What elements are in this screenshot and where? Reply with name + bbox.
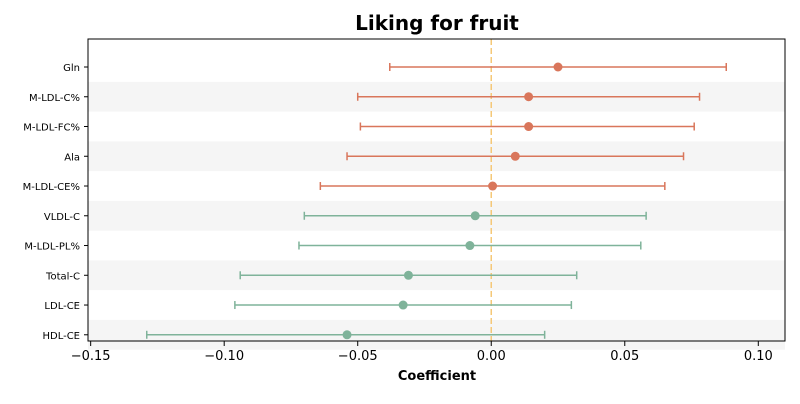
row-hdl-ce <box>146 330 546 340</box>
row-ldl-ce <box>234 300 573 310</box>
y-tick-label: M-LDL-CE% <box>23 182 80 193</box>
row-m-ldl-ce- <box>319 181 666 191</box>
y-tick-label: Gln <box>63 63 80 74</box>
coefficient-point <box>470 211 480 221</box>
coefficient-point <box>398 300 408 310</box>
y-tick-label: M-LDL-FC% <box>23 123 80 134</box>
row-m-ldl-pl- <box>298 241 642 251</box>
y-tick-label: VLDL-C <box>44 212 80 223</box>
row-total-c <box>239 270 578 280</box>
data-marks <box>146 62 727 340</box>
coefficient-point <box>342 330 352 340</box>
x-tick-label: −0.15 <box>71 349 111 364</box>
y-tick-label: HDL-CE <box>42 331 80 342</box>
x-tick-label: 0.00 <box>477 349 506 364</box>
plot-frame <box>87 38 786 342</box>
coefficient-point <box>488 181 498 191</box>
y-tick-label: M-LDL-C% <box>29 93 80 104</box>
chart-title: Liking for fruit <box>355 11 519 35</box>
coefficient-point <box>553 62 563 72</box>
coefficient-point <box>524 92 534 102</box>
y-axis: Gln M-LDL-C% M-LDL-FC% Ala M-LDL-CE% VLDL-C M-… <box>23 63 88 342</box>
y-tick-label: Total-C <box>45 271 80 282</box>
row-m-ldl-c- <box>356 92 701 102</box>
y-tick-label: M-LDL-PL% <box>24 242 80 253</box>
x-tick-label: −0.10 <box>204 349 244 364</box>
y-tick-label: Ala <box>64 152 80 163</box>
y-tick-label: LDL-CE <box>44 301 80 312</box>
row-ala <box>346 151 685 161</box>
coefficient-point <box>465 241 475 251</box>
coefficient-point <box>524 122 534 132</box>
coefficient-point <box>510 151 520 161</box>
row-m-ldl-fc- <box>359 122 695 132</box>
row-gln <box>389 62 727 72</box>
x-tick-label: 0.10 <box>744 349 773 364</box>
x-tick-label: −0.05 <box>338 349 378 364</box>
x-axis: −0.15 −0.10 −0.05 0.00 0.05 0.10 <box>71 341 773 364</box>
row-vldl-c <box>303 211 647 221</box>
coefficient-point <box>403 270 413 280</box>
x-tick-label: 0.05 <box>610 349 639 364</box>
x-axis-label: Coefficient <box>398 369 476 384</box>
